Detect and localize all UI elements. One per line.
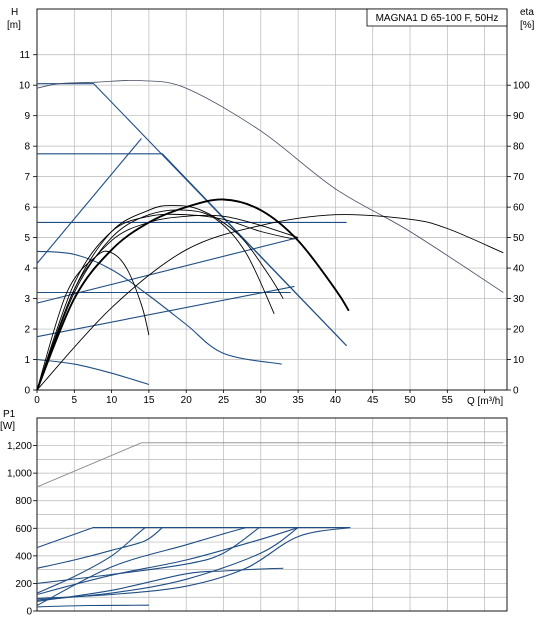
power-tick-label: 600 [15, 524, 32, 535]
power-axis-label: P1 [3, 409, 16, 420]
eta-tick-label: 70 [513, 172, 525, 183]
head-tick-label: 9 [24, 111, 30, 122]
min-curve-curve [36, 358, 150, 386]
eta-axis-unit: [%] [520, 20, 535, 31]
flow-axis-ticks: 051015202530354045505560 [34, 390, 491, 406]
eta-tick-label: 90 [513, 111, 525, 122]
power-curve [36, 527, 163, 569]
head-tick-label: 2 [24, 325, 30, 336]
eta-tick-label: 0 [513, 386, 519, 397]
eta-axis-label: eta [520, 7, 534, 18]
head-axis-unit: [m] [7, 20, 21, 31]
power-tick-label: 1,000 [7, 469, 32, 480]
power-tick-label: 800 [15, 496, 32, 507]
power-tick-label: 200 [15, 579, 32, 590]
head-tick-label: 4 [24, 264, 30, 275]
power-tick-label: 1,200 [7, 441, 32, 452]
head-efficiency-series [36, 79, 504, 391]
flow-tick-label: 40 [330, 395, 342, 406]
min-power-curve [36, 604, 149, 608]
flow-tick-label: 15 [143, 395, 155, 406]
flow-tick-label: 45 [367, 395, 379, 406]
flow-tick-label: 55 [442, 395, 454, 406]
proportional-pressure-curve [36, 237, 299, 304]
chart-title: MAGNA1 D 65-100 F, 50Hz [376, 13, 499, 24]
eta-tick-label: 50 [513, 233, 525, 244]
head-efficiency-panel: MAGNA1 D 65-100 F, 50Hz H [m] eta [%] 0 1… [7, 7, 535, 407]
power-curve [36, 527, 351, 600]
flow-tick-label: 50 [404, 395, 416, 406]
head-tick-label: 8 [24, 142, 30, 153]
chart-title-box: MAGNA1 D 65-100 F, 50Hz [366, 8, 508, 27]
efficiency-bold-curve [36, 198, 350, 391]
head-tick-label: 3 [24, 294, 30, 305]
proportional-pressure-curve [36, 285, 295, 338]
power-panel: P1 [W] 0 200 400 600 800 1,000 1,200 [0, 409, 508, 618]
efficiency-curve [36, 214, 299, 391]
flow-tick-label: 35 [293, 395, 305, 406]
power-curve [36, 567, 284, 602]
eta-tick-label: 20 [513, 325, 525, 336]
eta-axis-ticks: 0 10 20 30 40 50 60 70 80 90 100 [507, 81, 530, 397]
flow-tick-label: 10 [106, 395, 118, 406]
flow-tick-label: 20 [181, 395, 193, 406]
eta-tick-label: 100 [513, 81, 530, 92]
power-limit-curve [36, 527, 351, 549]
eta-tick-label: 60 [513, 203, 525, 214]
eta-tick-label: 30 [513, 294, 525, 305]
flow-tick-label: 25 [218, 395, 230, 406]
head-tick-label: 6 [24, 203, 30, 214]
eta-tick-label: 40 [513, 264, 525, 275]
head-panel-frame [36, 8, 508, 391]
head-grid [36, 9, 507, 391]
power-tick-label: 400 [15, 551, 32, 562]
power-curve [36, 527, 299, 596]
efficiency-curve [36, 250, 150, 391]
constant-pressure-curve [37, 153, 347, 347]
head-tick-label: 1 [24, 355, 30, 366]
power-axis-ticks: 0 200 400 600 800 1,000 1,200 [7, 441, 37, 618]
min-curve-curve [36, 250, 282, 365]
head-tick-label: 10 [19, 81, 31, 92]
flow-tick-label: 0 [34, 395, 40, 406]
power-curve [36, 527, 146, 594]
power-axis-unit: [W] [0, 421, 15, 432]
head-axis-ticks: 0 1 2 3 4 5 6 7 8 9 10 11 [19, 50, 37, 397]
head-tick-label: 0 [24, 386, 30, 397]
eta-tick-label: 80 [513, 142, 525, 153]
power-curve [36, 527, 247, 606]
flow-axis-label: Q [m³/h] [467, 396, 503, 407]
power-curve [36, 527, 260, 584]
efficiency-curve [36, 214, 504, 391]
power-tick-label: 0 [26, 607, 32, 618]
flow-tick-label: 30 [255, 395, 267, 406]
eta-tick-label: 10 [513, 355, 525, 366]
head-tick-label: 5 [24, 233, 30, 244]
head-axis-label: H [11, 7, 18, 18]
efficiency-curve [36, 209, 275, 391]
head-tick-label: 7 [24, 172, 30, 183]
power-grid [36, 417, 507, 612]
efficiency-curve [36, 213, 295, 391]
proportional-pressure-curve [36, 138, 142, 264]
max-power-curve [36, 442, 504, 488]
efficiency-max-curve [36, 79, 504, 293]
flow-tick-label: 5 [72, 395, 78, 406]
power-panel-frame [36, 417, 508, 612]
head-tick-label: 11 [20, 50, 31, 61]
power-series [36, 442, 504, 608]
